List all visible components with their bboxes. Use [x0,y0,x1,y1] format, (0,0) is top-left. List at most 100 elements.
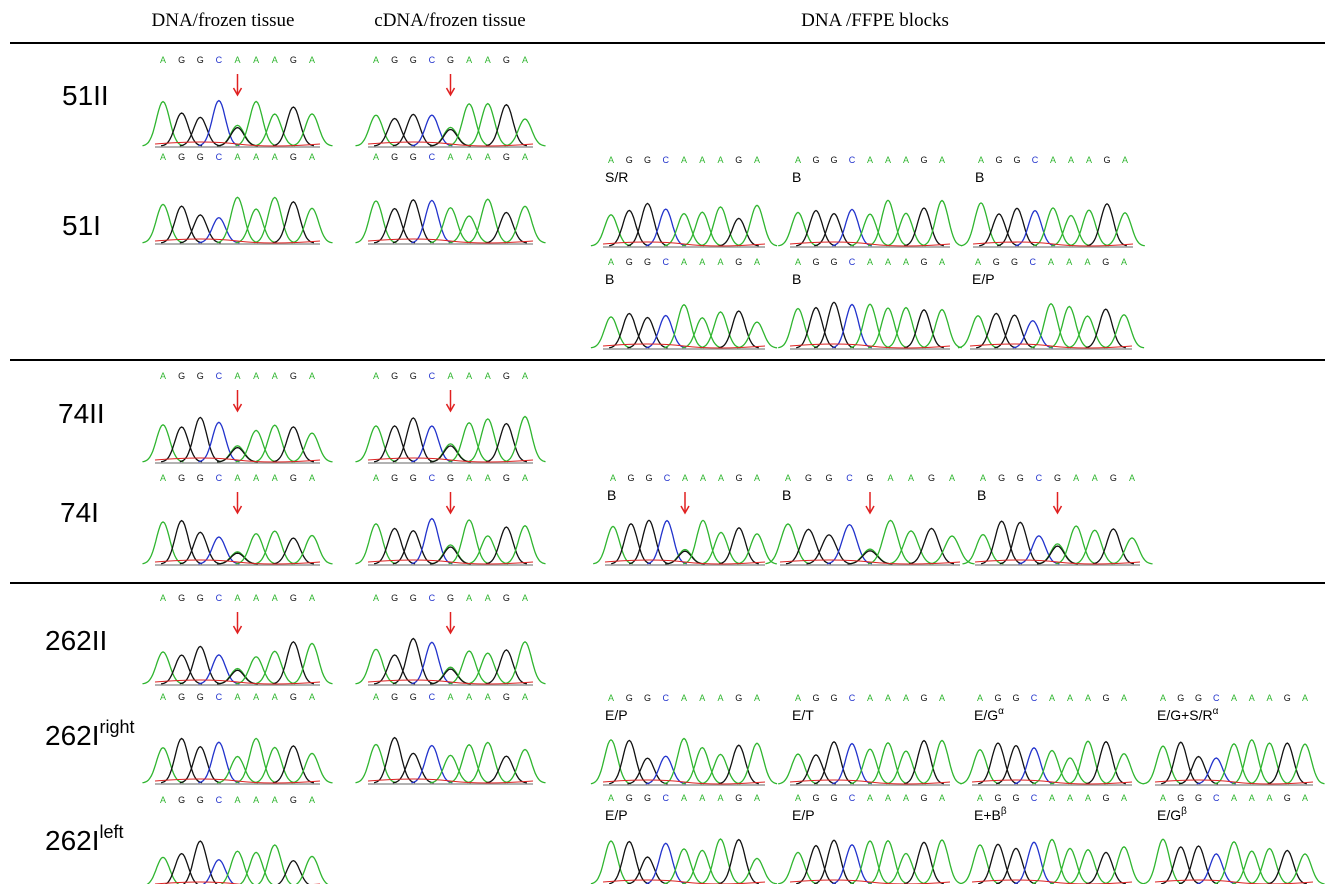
trace-peak [827,525,872,564]
base-call: A [1160,693,1166,703]
base-call: G [503,371,510,381]
base-call: A [309,593,315,603]
base-call: A [795,257,801,267]
trace-peak [682,748,722,784]
base-call: G [994,793,1001,803]
row-label-main: 51II [62,80,109,111]
trace-peak [161,521,202,564]
trace-peak [922,201,962,246]
base-call: G [290,473,297,483]
block-label-main: B [607,487,616,503]
row-label-main: 262I [45,720,100,751]
trace-peak [486,650,527,684]
base-call: A [977,793,983,803]
base-call: G [197,371,204,381]
base-call: C [1031,793,1038,803]
base-call: A [717,257,723,267]
base-call: A [867,793,873,803]
base-call: A [1121,257,1127,267]
base-call: C [429,692,436,702]
trace-peak [254,197,295,242]
base-call: A [1086,155,1092,165]
trace-peak [591,215,631,246]
base-call: G [1110,473,1117,483]
base-call: A [1249,793,1255,803]
base-call: G [290,55,297,65]
chromatogram-panel: AGGCAAAGAS/R [591,155,777,247]
block-label-main: E/G [974,707,998,723]
base-call: A [1121,793,1127,803]
base-call: A [466,371,472,381]
base-call: C [216,473,223,483]
trace-peak [737,858,777,883]
trace-peak [737,743,777,784]
block-label: B [792,271,801,287]
trace-peak [161,739,202,783]
block-label: B [792,169,801,185]
base-call: A [939,257,945,267]
base-call: A [1049,793,1055,803]
base-call: A [1266,793,1272,803]
base-call: A [485,152,491,162]
trace-peak [292,114,333,146]
chromatogram-panel: AGGCGAAGA [356,593,546,685]
base-call: G [410,55,417,65]
block-label-main: E/P [605,807,628,823]
base-call: G [994,693,1001,703]
base-call: A [253,795,259,805]
base-call: G [503,473,510,483]
base-call: A [1068,155,1074,165]
trace-peak [997,208,1037,245]
trace-peak [374,209,415,243]
trace-peak [664,849,704,884]
base-call: C [429,371,436,381]
base-call: A [466,473,472,483]
base-call: A [717,793,723,803]
trace-peak [1112,538,1153,564]
trace-peak [719,218,759,245]
base-call: G [920,693,927,703]
base-call: A [718,473,724,483]
trace-peak [292,856,333,884]
base-call: A [272,692,278,702]
base-call: A [1231,693,1237,703]
base-call: A [717,155,723,165]
block-label-main: E/P [972,271,995,287]
trace-peak [737,322,777,348]
trace-peak [850,304,890,348]
base-call: C [663,693,670,703]
base-call: C [1031,693,1038,703]
trace-peak [978,743,1018,784]
base-call: A [309,473,315,483]
base-call: A [522,473,528,483]
trace-peak [1093,529,1134,564]
trace-peak [1104,315,1144,348]
trace-peak [236,209,277,243]
trace-peak [273,861,314,884]
trace-peak [700,754,740,783]
base-call: A [253,692,259,702]
trace-peak [292,536,333,564]
base-call: A [785,473,791,483]
base-call: A [1121,693,1127,703]
base-call: A [949,473,955,483]
base-call: A [885,693,891,703]
trace-peak [1104,754,1144,784]
trace-peak [850,214,890,246]
base-call: A [754,257,760,267]
base-call: A [903,155,909,165]
base-call: A [466,692,472,702]
trace-peak [719,528,759,564]
trace-peak [236,430,277,461]
base-call: A [309,55,315,65]
base-call: C [1213,693,1220,703]
base-call: A [272,55,278,65]
base-call: A [977,693,983,703]
base-call: G [644,693,651,703]
base-call: A [681,793,687,803]
trace-peak [868,520,913,563]
trace-peak [868,200,908,245]
base-call: G [391,152,398,162]
base-call: A [373,55,379,65]
base-call: A [234,152,240,162]
